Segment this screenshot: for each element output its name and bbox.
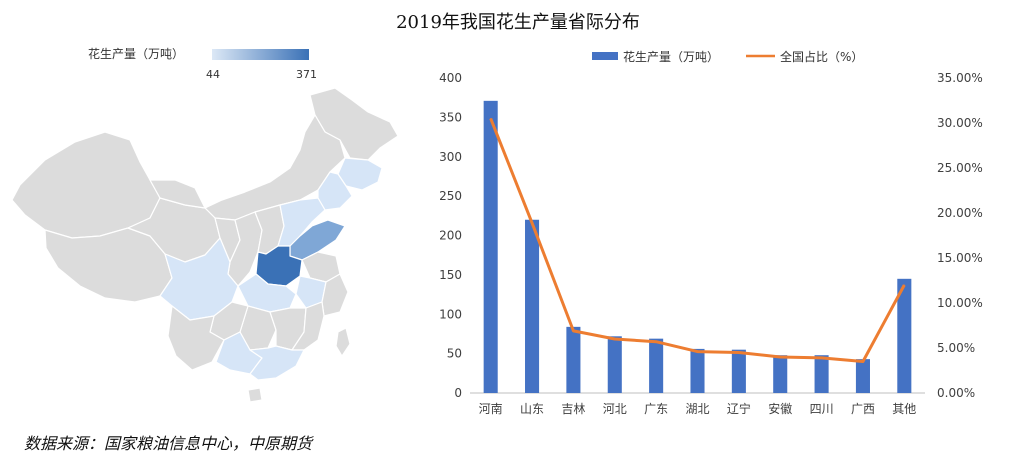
share-point (738, 352, 740, 353)
x-tick-label: 其他 (892, 402, 916, 416)
region-hainan (247, 387, 263, 403)
y2-tick-label: 10.00% (937, 296, 983, 310)
share-point (490, 118, 492, 119)
bar (773, 355, 788, 393)
x-tick-label: 辽宁 (727, 401, 751, 416)
y-tick-label: 150 (439, 268, 462, 282)
y-tick-label: 100 (439, 307, 462, 321)
y-tick-label: 0 (454, 386, 462, 400)
share-point (821, 357, 823, 359)
bar (814, 355, 829, 393)
y-tick-label: 250 (439, 189, 462, 203)
bar (607, 336, 622, 393)
x-tick-label: 河南 (479, 401, 503, 416)
share-point (655, 341, 657, 343)
share-point (697, 351, 698, 353)
bar (897, 278, 912, 393)
share-line (489, 117, 906, 363)
x-tick-label: 吉林 (561, 402, 585, 416)
y2-tick-label: 30.00% (937, 116, 983, 130)
region-liaoning (317, 171, 353, 211)
combo-chart: 花生产量（万吨） 全国占比（%） 0 50 100 150 200 250 300 350 40… (439, 49, 983, 416)
x-tick-label: 湖北 (685, 401, 709, 416)
share-point (862, 361, 864, 362)
legend-label-share: 全国占比（%） (780, 49, 863, 64)
region-fujian (291, 301, 325, 351)
region-hebei (277, 197, 326, 247)
bar (855, 359, 870, 393)
y2-tick-label: 0.00% (937, 386, 975, 400)
y-tick-label: 200 (439, 229, 462, 243)
y2-tick-label: 20.00% (937, 206, 983, 220)
share-point (531, 222, 533, 224)
line-series (489, 117, 906, 363)
bar-series (483, 100, 912, 394)
legend-swatch-production (592, 52, 618, 60)
region-yunnan (167, 305, 225, 371)
y-tick-label: 50 (447, 347, 462, 361)
china-map-panel: 花生产量（万吨） 44 371 (11, 46, 399, 403)
x-tick-label: 广东 (644, 402, 668, 416)
chart-title: 2019年我国花生产量省际分布 (396, 12, 640, 33)
share-point (614, 338, 616, 340)
y2-tick-label: 35.00% (937, 71, 983, 85)
source-note: 数据来源：国家粮油信息中心，中原期货 (24, 434, 313, 453)
china-map (11, 87, 399, 403)
bar (690, 348, 705, 393)
share-point (903, 284, 905, 286)
y-tick-label: 350 (439, 110, 462, 124)
region-taiwan (335, 327, 351, 357)
region-xinjiang (11, 131, 161, 239)
bar (649, 338, 664, 393)
legend-label-production: 花生产量（万吨） (623, 49, 719, 64)
x-tick-label: 四川 (810, 402, 834, 416)
map-legend-min: 44 (206, 68, 220, 81)
map-legend-title: 花生产量（万吨） (88, 46, 184, 61)
share-point (779, 356, 781, 358)
y-tick-label: 300 (439, 150, 462, 164)
x-tick-label: 河北 (603, 402, 627, 416)
y2-tick-label: 25.00% (937, 161, 983, 175)
map-legend-max: 371 (296, 68, 317, 81)
share-point (572, 330, 574, 332)
x-tick-label: 山东 (520, 402, 544, 416)
bar (566, 326, 581, 393)
bar (525, 219, 540, 393)
bar (731, 349, 746, 393)
x-tick-label: 广西 (851, 402, 875, 416)
y2-tick-label: 15.00% (937, 251, 983, 265)
y-tick-label: 400 (439, 71, 462, 85)
region-guangdong (249, 345, 305, 381)
bar (483, 100, 498, 394)
y2-tick-label: 5.00% (937, 341, 975, 355)
map-legend-gradient (212, 49, 309, 60)
x-tick-label: 安徽 (768, 401, 792, 416)
region-sichuan (159, 237, 239, 321)
chart-legend: 花生产量（万吨） 全国占比（%） (592, 49, 863, 64)
